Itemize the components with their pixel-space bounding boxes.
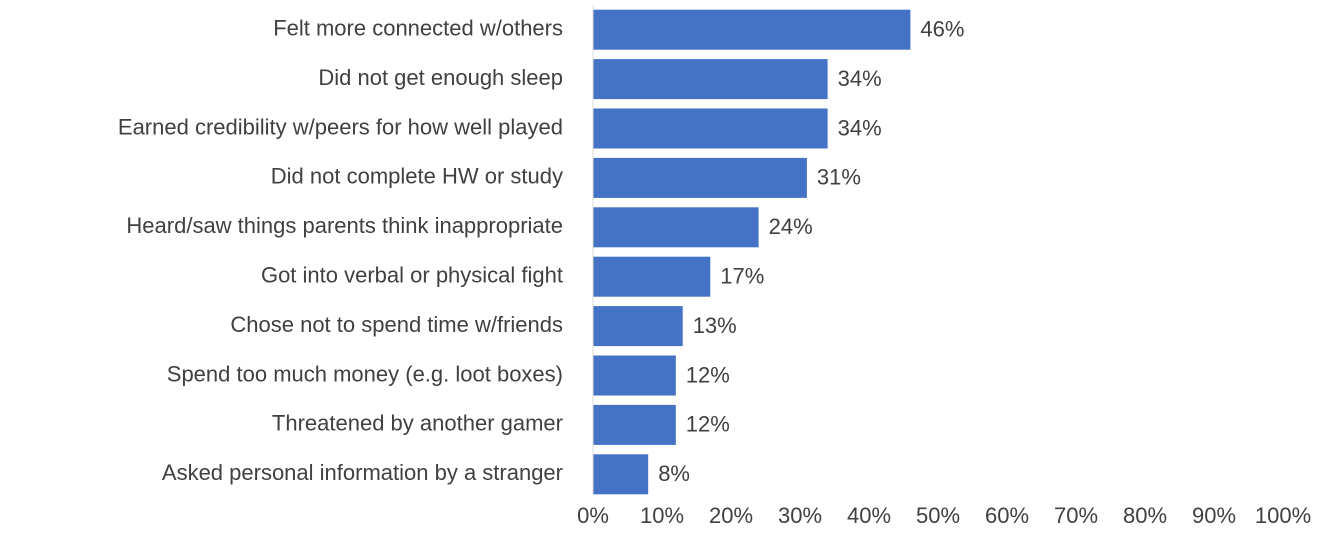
bar	[593, 59, 828, 100]
x-tick-label: 40%	[847, 503, 891, 528]
x-tick-label: 80%	[1123, 503, 1167, 528]
data-label: 46%	[920, 17, 964, 42]
x-tick-label: 70%	[1054, 503, 1098, 528]
bar	[593, 157, 807, 198]
data-label: 24%	[769, 214, 813, 239]
data-label: 31%	[817, 165, 861, 190]
y-tick-label: Asked personal information by a stranger	[162, 460, 563, 485]
bar	[593, 108, 828, 149]
bar	[593, 9, 911, 50]
data-label: 12%	[686, 412, 730, 437]
x-tick-label: 30%	[778, 503, 822, 528]
bar	[593, 256, 711, 297]
data-label: 13%	[693, 313, 737, 338]
bar	[593, 454, 649, 495]
y-tick-label: Earned credibility w/peers for how well …	[118, 114, 563, 139]
y-tick-label: Did not get enough sleep	[318, 65, 563, 90]
y-tick-label: Chose not to spend time w/friends	[230, 312, 563, 337]
data-label: 17%	[720, 264, 764, 289]
data-label: 12%	[686, 362, 730, 387]
bar	[593, 355, 676, 396]
y-tick-label: Heard/saw things parents think inappropr…	[126, 213, 563, 238]
bar	[593, 306, 683, 347]
x-tick-label: 0%	[577, 503, 609, 528]
y-tick-label: Did not complete HW or study	[271, 164, 563, 189]
x-tick-label: 20%	[709, 503, 753, 528]
x-tick-label: 100%	[1255, 503, 1311, 528]
bar	[593, 404, 676, 445]
data-label: 8%	[658, 461, 690, 486]
data-label: 34%	[838, 115, 882, 140]
y-tick-label: Spend too much money (e.g. loot boxes)	[167, 361, 563, 386]
y-tick-label: Got into verbal or physical fight	[261, 263, 563, 288]
x-tick-label: 50%	[916, 503, 960, 528]
bar	[593, 207, 759, 248]
data-label: 34%	[838, 66, 882, 91]
x-tick-label: 10%	[640, 503, 684, 528]
x-tick-label: 60%	[985, 503, 1029, 528]
x-tick-label: 90%	[1192, 503, 1236, 528]
y-tick-label: Threatened by another gamer	[272, 411, 563, 436]
y-tick-label: Felt more connected w/others	[273, 16, 563, 41]
